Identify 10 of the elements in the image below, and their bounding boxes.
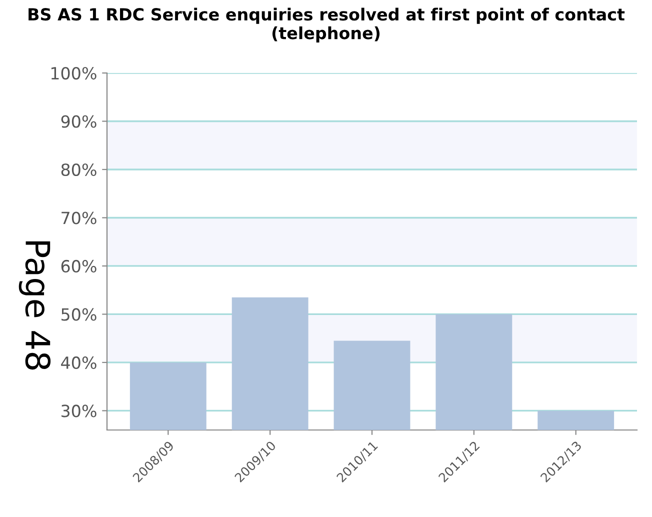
y-tick-label: 60% bbox=[61, 260, 96, 273]
y-tick-label: 80% bbox=[61, 163, 96, 176]
y-tick-label: 100% bbox=[51, 66, 96, 80]
y-tick-label: 40% bbox=[61, 356, 96, 370]
y-tick-label: 70% bbox=[62, 212, 96, 224]
y-tick-label: 30% bbox=[62, 404, 96, 418]
chart-title: BS AS 1 RDC Service enquiries resolved at first point of contact (telephone) bbox=[28, 8, 625, 43]
text: Page 48 bbox=[18, 241, 51, 370]
y-tick-label: 90% bbox=[61, 115, 96, 128]
y-tick-label: 50% bbox=[62, 308, 96, 321]
